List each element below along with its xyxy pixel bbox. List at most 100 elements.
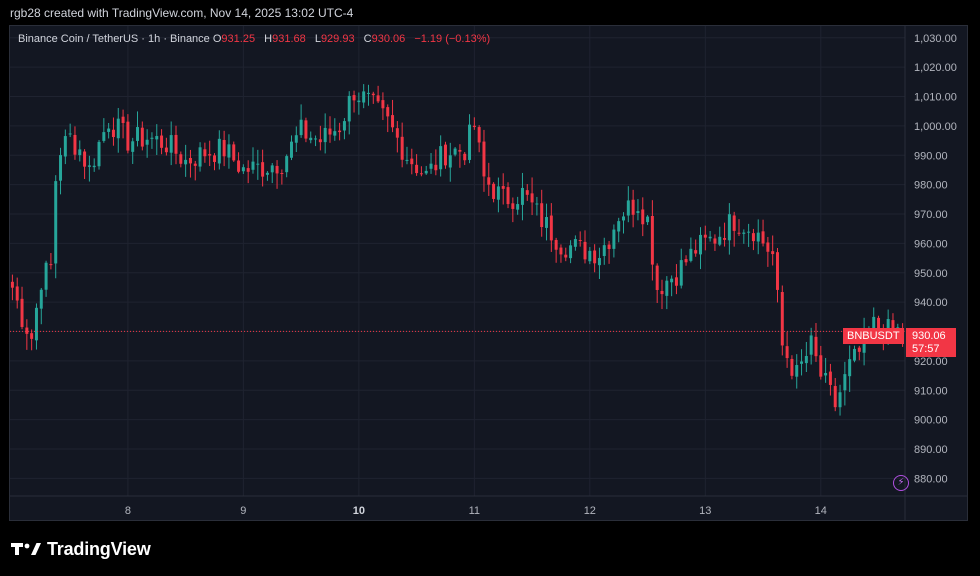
flash-icon[interactable]: ⚡ <box>893 475 909 491</box>
candle-body <box>795 365 799 377</box>
candle-body <box>674 277 678 286</box>
candle-body <box>838 392 842 408</box>
candle-body <box>540 203 544 228</box>
candle-body <box>453 148 457 155</box>
candle-body <box>415 164 419 174</box>
candle-body <box>463 153 467 161</box>
candle-body <box>44 262 48 290</box>
candle-body <box>419 173 423 175</box>
candle-body <box>280 173 284 175</box>
y-tick-label: 960.00 <box>914 238 948 250</box>
candle-body <box>751 233 755 242</box>
candle-body <box>506 187 510 205</box>
candle-body <box>222 139 226 157</box>
y-tick-label: 940.00 <box>914 297 948 309</box>
candle-body <box>362 91 366 103</box>
candle-body <box>766 242 770 252</box>
candle-body <box>150 137 154 139</box>
candle-body <box>549 215 553 241</box>
candle-body <box>554 239 558 250</box>
x-tick-label: 14 <box>815 505 827 517</box>
candle-body <box>545 217 549 228</box>
candle-body <box>78 149 82 156</box>
chart-credit: rgb28 created with TradingView.com, Nov … <box>10 6 354 20</box>
candle-body <box>535 203 539 205</box>
candle-body <box>670 278 674 283</box>
x-tick-label: 12 <box>584 505 596 517</box>
candle-body <box>472 125 476 128</box>
candle-body <box>602 245 606 257</box>
candle-body <box>68 133 72 135</box>
candle-body <box>703 234 707 238</box>
y-tick-label: 980.00 <box>914 180 948 192</box>
candlestick-chart[interactable]: 880.00890.00900.00910.00920.00930.00940.… <box>10 26 967 520</box>
y-tick-label: 970.00 <box>914 209 948 221</box>
candle-body <box>641 209 645 225</box>
candle-body <box>723 238 727 240</box>
candle-body <box>116 118 120 139</box>
chart-panel[interactable]: 880.00890.00900.00910.00920.00930.00940.… <box>9 25 968 521</box>
candle-body <box>636 211 640 214</box>
candle-body <box>833 386 837 408</box>
y-tick-label: 1,000.00 <box>914 121 957 133</box>
symbol-price-label: BNBUSDT <box>843 328 904 344</box>
candle-body <box>761 231 765 244</box>
candle-body <box>309 137 313 141</box>
candle-body <box>347 95 351 122</box>
candle-body <box>15 286 19 301</box>
candle-body <box>131 141 135 152</box>
candle-body <box>501 186 505 189</box>
candle-body <box>439 146 443 170</box>
candle-body <box>73 134 77 155</box>
candle-body <box>111 129 115 138</box>
candle-body <box>578 240 582 242</box>
axes: 880.00890.00900.00910.00920.00930.00940.… <box>10 26 967 520</box>
y-tick-label: 1,010.00 <box>914 92 957 104</box>
candle-body <box>246 168 250 172</box>
candle-body <box>771 251 775 255</box>
candle-body <box>424 170 428 174</box>
candle-body <box>482 141 486 177</box>
candles <box>10 84 905 416</box>
candle-body <box>304 120 308 139</box>
candle-body <box>174 134 178 154</box>
candle-body <box>126 121 130 151</box>
candle-body <box>511 203 515 209</box>
candle-body <box>164 147 168 153</box>
candle-body <box>655 265 659 290</box>
candle-body <box>30 333 34 339</box>
candle-body <box>208 154 212 156</box>
candle-body <box>588 250 592 262</box>
candle-body <box>261 162 265 177</box>
candle-body <box>270 165 274 173</box>
candle-body <box>59 155 63 181</box>
candle-body <box>203 149 207 157</box>
x-tick-label: 10 <box>353 505 365 517</box>
candle-body <box>468 124 472 160</box>
candle-body <box>852 348 856 361</box>
candle-body <box>97 141 101 167</box>
candle-body <box>872 316 876 332</box>
brand-name: TradingView <box>47 538 151 559</box>
y-tick-label: 900.00 <box>914 415 948 427</box>
candle-body <box>323 127 327 143</box>
legend-change: −1.19 (−0.13%) <box>414 33 491 45</box>
candle-body <box>338 130 342 133</box>
candle-body <box>530 193 534 203</box>
candle-body <box>597 258 601 266</box>
x-tick-label: 11 <box>469 505 480 517</box>
legend-close-label: C <box>363 33 372 45</box>
tradingview-logo-icon <box>11 543 41 555</box>
candle-body <box>357 100 361 103</box>
candle-body <box>737 232 741 234</box>
candle-body <box>366 92 370 94</box>
candle-body <box>617 221 621 232</box>
candle-body <box>391 115 395 128</box>
legend-open-value: 931.25 <box>221 33 256 45</box>
candle-body <box>87 165 91 167</box>
tradingview-brand[interactable]: TradingView <box>11 537 151 561</box>
last-price-label: 930.06 57:57 <box>906 328 956 357</box>
candle-body <box>376 95 380 102</box>
candle-body <box>564 254 568 258</box>
candle-body <box>448 155 452 168</box>
